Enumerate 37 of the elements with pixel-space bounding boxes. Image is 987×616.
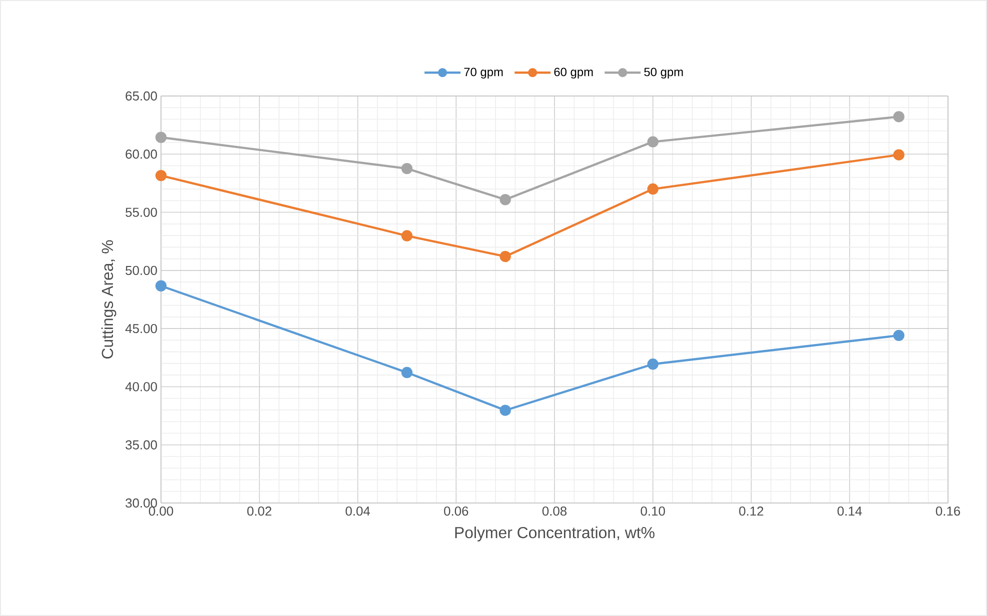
point <box>893 111 904 122</box>
y-tick-label: 40.00 <box>125 382 157 392</box>
x-tick-label: 0.12 <box>739 506 764 516</box>
point <box>401 366 413 378</box>
point <box>500 194 511 206</box>
y-tick-label: 35.00 <box>126 440 157 450</box>
x-tick-label: 0.00 <box>148 506 174 516</box>
x-tick-label: 0.06 <box>444 506 468 516</box>
y-tick-label: 60.00 <box>126 150 157 159</box>
x-tick-label: 0.10 <box>640 506 665 516</box>
y-axis-title: Cuttings Area, % <box>101 240 116 358</box>
y-tick-label: 50.00 <box>126 266 157 276</box>
legend-label: 70 gpm <box>464 68 503 79</box>
point <box>155 280 167 292</box>
point <box>500 404 511 416</box>
point <box>893 149 904 160</box>
point <box>647 183 658 195</box>
legend-label: 50 gpm <box>644 68 683 79</box>
point <box>155 170 167 182</box>
point <box>893 330 904 342</box>
legend-label: 60 gpm <box>554 68 593 79</box>
x-tick-label: 0.02 <box>247 506 272 516</box>
x-tick-label: 0.14 <box>838 506 862 516</box>
y-tick-label: 45.00 <box>125 324 157 334</box>
y-tick-label: 30.00 <box>126 498 157 508</box>
x-axis-title: Polymer Concentration, wt% <box>455 526 654 542</box>
point <box>647 358 658 370</box>
point <box>647 136 658 148</box>
y-tick-label: 55.00 <box>126 208 157 217</box>
x-tick-label: 0.08 <box>542 506 567 516</box>
point <box>155 132 167 143</box>
point <box>401 162 413 174</box>
point <box>401 230 413 242</box>
x-tick-label: 0.04 <box>346 506 370 516</box>
point <box>500 250 511 262</box>
x-tick-label: 0.16 <box>936 506 960 516</box>
y-tick-label: 65.00 <box>126 91 157 101</box>
